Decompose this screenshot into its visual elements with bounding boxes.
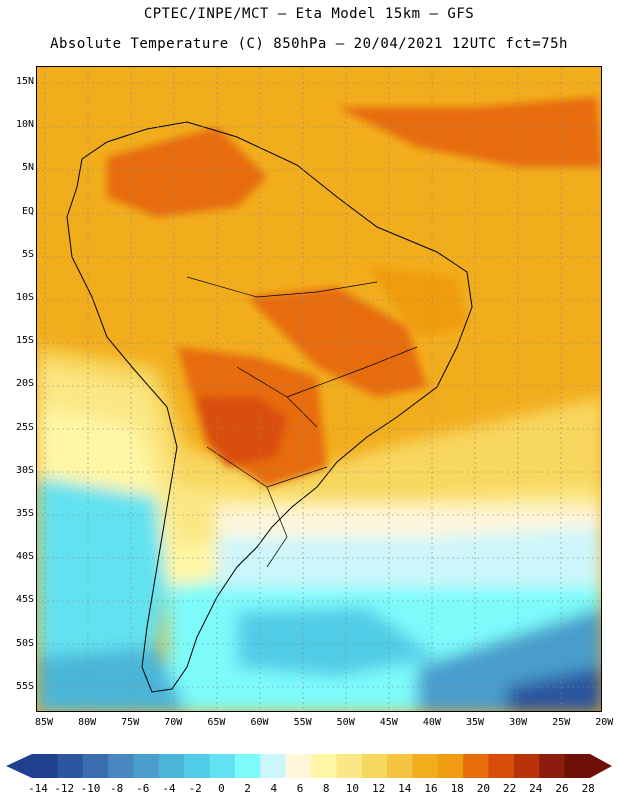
continent-outline [66, 121, 473, 693]
lat-label: 20S [15, 378, 34, 390]
temperature-map [36, 66, 602, 712]
colorbar [6, 754, 612, 778]
colorbar-label: 26 [555, 782, 569, 795]
lon-label: 85W [34, 717, 54, 728]
colorbar-label: -4 [162, 782, 176, 795]
colorbar-label: 22 [502, 782, 517, 795]
colorbar-label: 0 [218, 782, 225, 795]
lon-label: 30W [509, 717, 528, 728]
colorbar-swatch [387, 754, 413, 778]
lon-label: 55W [293, 717, 312, 728]
field-hot-atlantic-north [337, 97, 601, 167]
lat-label: 30S [15, 464, 34, 476]
colorbar-swatch [234, 754, 261, 778]
graticule [37, 67, 601, 711]
colorbar-label: 16 [424, 782, 438, 795]
colorbar-label: -8 [109, 782, 124, 795]
country-border [186, 276, 418, 568]
colorbar-swatch [564, 754, 591, 778]
colorbar-label: -10 [80, 782, 101, 795]
colorbar-label: -14 [28, 782, 48, 795]
lat-label: 25S [15, 421, 34, 433]
lat-label: 50S [15, 637, 34, 649]
colorbar-label: 12 [371, 782, 386, 795]
map-title: CPTEC/INPE/MCT – Eta Model 15km – GFS [143, 6, 475, 22]
lon-label: 25W [552, 717, 571, 728]
field-hot-tropics-north [107, 127, 267, 217]
colorbar-label: 20 [476, 782, 491, 795]
colorbar-swatch [108, 754, 134, 778]
colorbar-label: 6 [296, 782, 304, 795]
colorbar-label: -12 [54, 782, 75, 795]
field-pale-south [217, 527, 601, 587]
lat-label: 10N [15, 119, 34, 131]
colorbar-high-arrow [590, 754, 612, 778]
temperature-field [37, 67, 601, 711]
field-very-hot-chaco [197, 397, 287, 467]
lon-label: 75W [121, 717, 140, 728]
colorbar-swatch [311, 754, 337, 778]
field-hot-brazil [247, 287, 427, 397]
colorbar-swatch [437, 754, 464, 778]
lon-label: 70W [164, 717, 183, 728]
colorbar-low-arrow [6, 754, 32, 778]
colorbar-label: 24 [529, 782, 543, 795]
lat-label: 5S [21, 248, 34, 260]
map-subtitle: Absolute Temperature (C) 850hPa – 20/04/… [50, 36, 568, 52]
lon-label: 60W [250, 717, 269, 728]
lat-label: 10S [15, 292, 34, 303]
colorbar-label: 10 [345, 782, 360, 795]
colorbar-swatch [513, 754, 540, 778]
field-hot-northeast [367, 267, 467, 337]
lat-label: 15S [15, 335, 34, 347]
colorbar-swatch [285, 754, 312, 778]
field-cool-core [237, 607, 437, 677]
colorbar-swatch [82, 754, 109, 778]
field-blue-southwest [37, 647, 187, 711]
lat-label: EQ [21, 205, 34, 217]
lat-label: 5N [21, 162, 34, 174]
colorbar-label: 14 [398, 782, 412, 795]
lon-label: 40W [422, 717, 441, 728]
lon-label: 65W [207, 717, 226, 728]
lat-label: 35S [15, 508, 34, 519]
colorbar-swatch [463, 754, 490, 778]
colorbar-swatch [488, 754, 515, 778]
colorbar-swatch [260, 754, 287, 778]
colorbar-label: 28 [581, 782, 595, 795]
lat-label: 55S [15, 680, 34, 692]
colorbar-swatch [158, 754, 185, 778]
colorbar-label: 8 [322, 782, 330, 795]
colorbar-swatch [32, 754, 58, 778]
colorbar-swatch [336, 754, 363, 778]
colorbar-label: -2 [188, 782, 202, 795]
colorbar-label: 2 [244, 782, 251, 795]
lon-label: 20W [595, 717, 614, 728]
lon-label: 50W [336, 717, 355, 728]
lat-label: 40S [15, 551, 34, 563]
colorbar-swatch [57, 754, 84, 778]
lon-label: 35W [465, 717, 485, 728]
colorbar-swatch [539, 754, 566, 778]
colorbar-label: 18 [450, 782, 464, 795]
field-deep-blue-southeast [507, 667, 601, 711]
colorbar-swatch [412, 754, 439, 778]
lat-label: 45S [15, 594, 34, 606]
colorbar-swatch [209, 754, 236, 778]
colorbar-swatch [184, 754, 211, 778]
colorbar-label: -6 [136, 782, 150, 795]
colorbar-swatch [133, 754, 160, 778]
lon-label: 80W [78, 717, 97, 728]
lat-label: 15N [15, 76, 34, 87]
colorbar-swatch [361, 754, 388, 778]
colorbar-label: 4 [270, 782, 278, 795]
lon-label: 45W [379, 717, 398, 728]
